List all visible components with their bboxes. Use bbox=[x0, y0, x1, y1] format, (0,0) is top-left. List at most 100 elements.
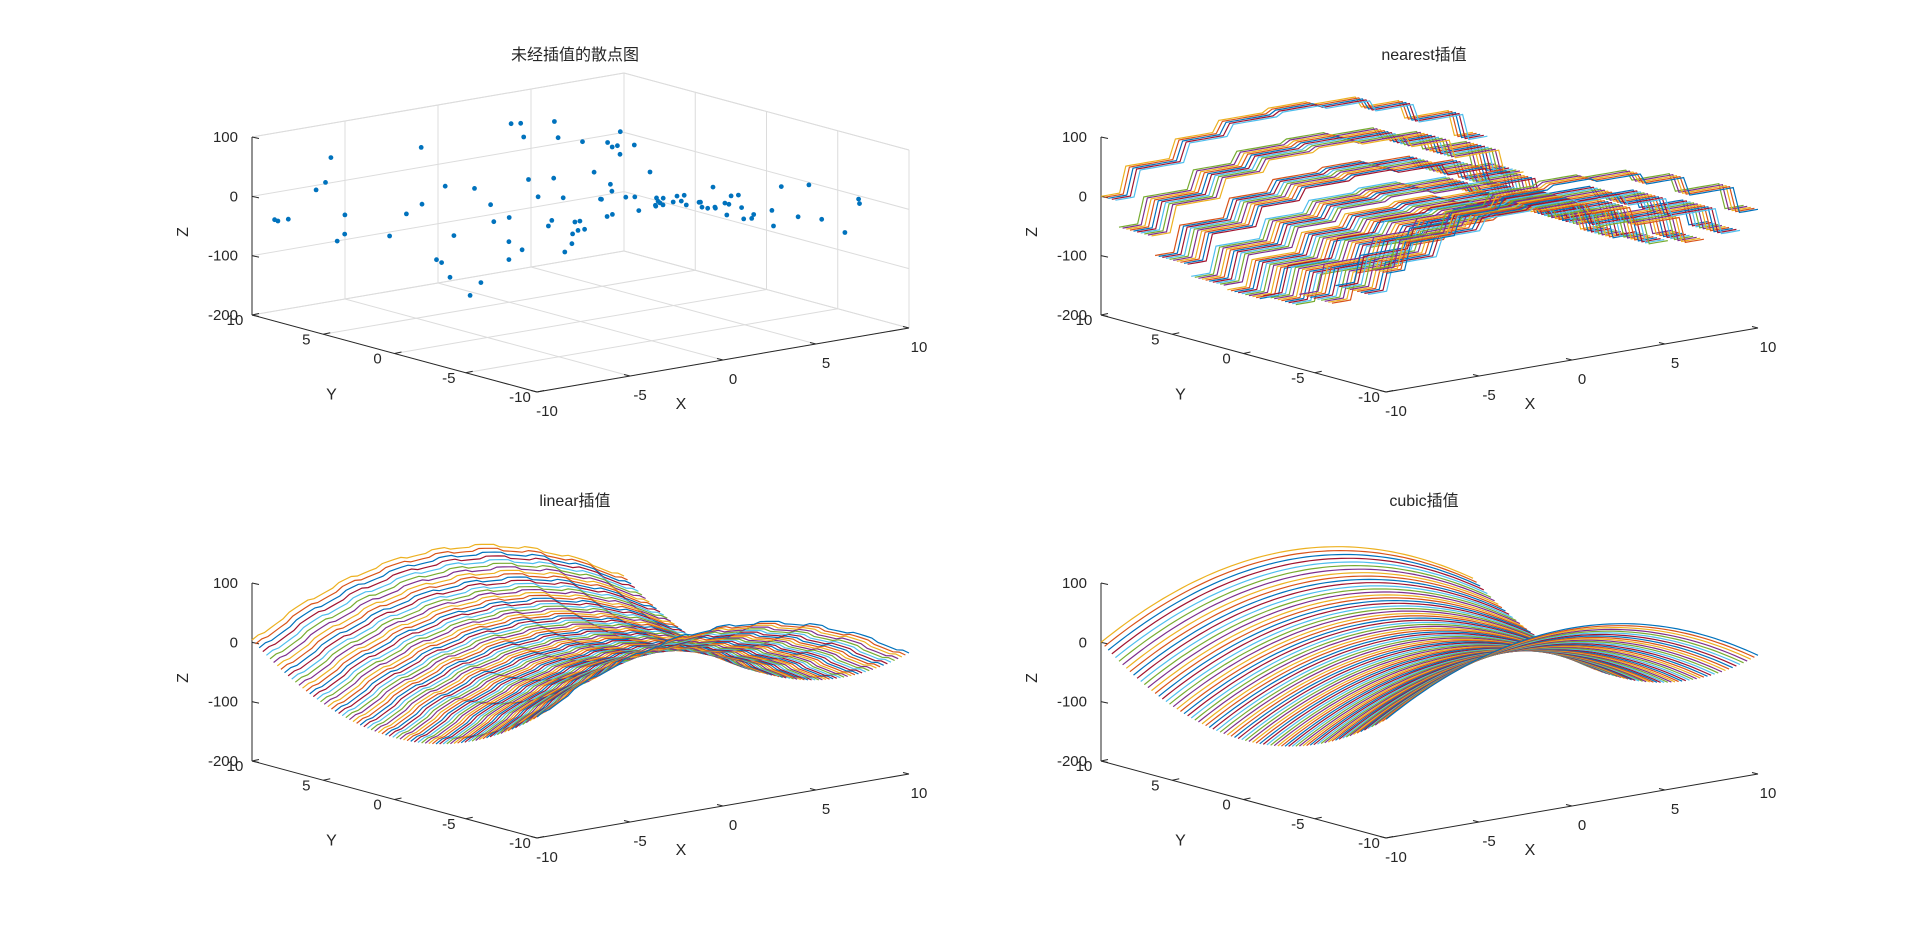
scatter-point bbox=[521, 134, 527, 140]
scatter-point bbox=[795, 214, 801, 220]
surface-line bbox=[435, 647, 809, 745]
x-tick-label: -5 bbox=[633, 833, 646, 850]
surface-line bbox=[1364, 193, 1737, 294]
y-tick-mark bbox=[465, 370, 473, 374]
surface-line bbox=[327, 610, 701, 708]
grid-line bbox=[251, 72, 910, 151]
x-tick-label: -10 bbox=[536, 403, 558, 420]
z-tick-mark bbox=[251, 641, 260, 645]
scatter-point bbox=[560, 195, 566, 201]
scatter-point bbox=[705, 205, 711, 211]
x-tick-label: 10 bbox=[911, 785, 928, 802]
scatter-point bbox=[699, 204, 705, 210]
x-tick-mark bbox=[1565, 804, 1573, 807]
y-axis-label: Y bbox=[326, 387, 337, 404]
surface-line bbox=[1151, 135, 1524, 237]
surface-line bbox=[363, 630, 737, 728]
scatter-point bbox=[442, 183, 448, 189]
y-tick-label: 10 bbox=[1076, 758, 1093, 775]
surface-line bbox=[1208, 631, 1582, 728]
surface-line bbox=[1136, 582, 1510, 679]
surface-line bbox=[349, 623, 722, 721]
scatter-point bbox=[342, 231, 348, 237]
x-tick-mark bbox=[1472, 820, 1480, 823]
surface-line bbox=[312, 600, 686, 698]
x-tick-label: 0 bbox=[729, 817, 737, 834]
z-tick-label: -200 bbox=[1057, 753, 1087, 770]
scatter-point bbox=[623, 194, 629, 200]
z-tick-label: 100 bbox=[213, 575, 238, 592]
scatter-point bbox=[749, 216, 755, 221]
surface-line bbox=[1205, 629, 1578, 727]
y-tick-label: -5 bbox=[442, 370, 455, 387]
surface-line bbox=[1147, 134, 1520, 236]
scatter-point bbox=[404, 211, 409, 217]
surface-line bbox=[352, 625, 726, 723]
y-tick-label: 10 bbox=[1076, 312, 1093, 329]
scatter-point bbox=[591, 169, 597, 175]
surface-line bbox=[1129, 575, 1503, 673]
scatter-point bbox=[778, 184, 784, 190]
subplot-title: nearest插值 bbox=[1381, 46, 1466, 64]
grid-line bbox=[251, 131, 625, 197]
x-tick-mark bbox=[902, 326, 910, 329]
scatter-point bbox=[275, 218, 281, 224]
y-tick-label: -10 bbox=[1358, 389, 1380, 406]
scatter-point bbox=[678, 198, 684, 204]
surface-line bbox=[294, 585, 668, 683]
z-tick-label: 100 bbox=[1062, 129, 1087, 146]
y-tick-mark bbox=[1385, 390, 1394, 393]
surface-cubic bbox=[1100, 546, 1759, 747]
z-tick-label: -200 bbox=[1057, 307, 1087, 324]
grid-line bbox=[323, 269, 696, 335]
scatter-point bbox=[472, 186, 477, 191]
x-tick-label: 5 bbox=[822, 355, 830, 372]
z-tick-mark bbox=[1100, 314, 1109, 317]
x-tick-label: 5 bbox=[1671, 801, 1679, 818]
surface-line bbox=[305, 594, 679, 692]
y-tick-label: 0 bbox=[373, 797, 381, 814]
x-tick-mark bbox=[1379, 836, 1387, 839]
scatter-point bbox=[387, 233, 392, 239]
scatter-point bbox=[857, 201, 862, 207]
z-tick-label: 100 bbox=[1062, 575, 1087, 592]
surface-line bbox=[309, 597, 682, 695]
scatter-point bbox=[439, 260, 444, 265]
y-axis-label: Y bbox=[326, 833, 337, 850]
scatter-point bbox=[610, 212, 615, 217]
x-tick-label: 0 bbox=[1578, 817, 1586, 834]
x-axis-label: X bbox=[676, 396, 687, 413]
x-tick-mark bbox=[530, 836, 538, 839]
grid-line bbox=[623, 250, 910, 329]
surface-line bbox=[1187, 619, 1560, 717]
scatter-point bbox=[683, 202, 689, 208]
x-tick-mark bbox=[716, 358, 724, 361]
surface-line bbox=[1288, 650, 1661, 747]
z-tick-label: 0 bbox=[230, 188, 238, 205]
scatter-point bbox=[562, 249, 568, 255]
grid-line bbox=[623, 131, 910, 210]
surface-line bbox=[280, 573, 654, 670]
subplot-title: linear插值 bbox=[539, 492, 610, 510]
surface-line bbox=[1172, 610, 1546, 708]
surface-line bbox=[269, 562, 643, 660]
surface-line bbox=[1111, 99, 1484, 200]
scatter-point bbox=[741, 216, 747, 222]
surface-line bbox=[356, 627, 729, 724]
surface-line bbox=[1161, 602, 1535, 700]
surface-line bbox=[284, 576, 657, 674]
z-tick-mark bbox=[1100, 760, 1109, 763]
surface-line bbox=[341, 619, 715, 717]
scatter-point bbox=[617, 151, 623, 157]
scatter-point bbox=[552, 119, 557, 124]
surface-line bbox=[345, 621, 719, 719]
x-axis-label: X bbox=[1525, 396, 1536, 413]
x-tick-label: -10 bbox=[1385, 403, 1407, 420]
x-tick-mark bbox=[809, 342, 817, 345]
scatter-point bbox=[447, 274, 453, 280]
scatter-point bbox=[555, 135, 561, 141]
